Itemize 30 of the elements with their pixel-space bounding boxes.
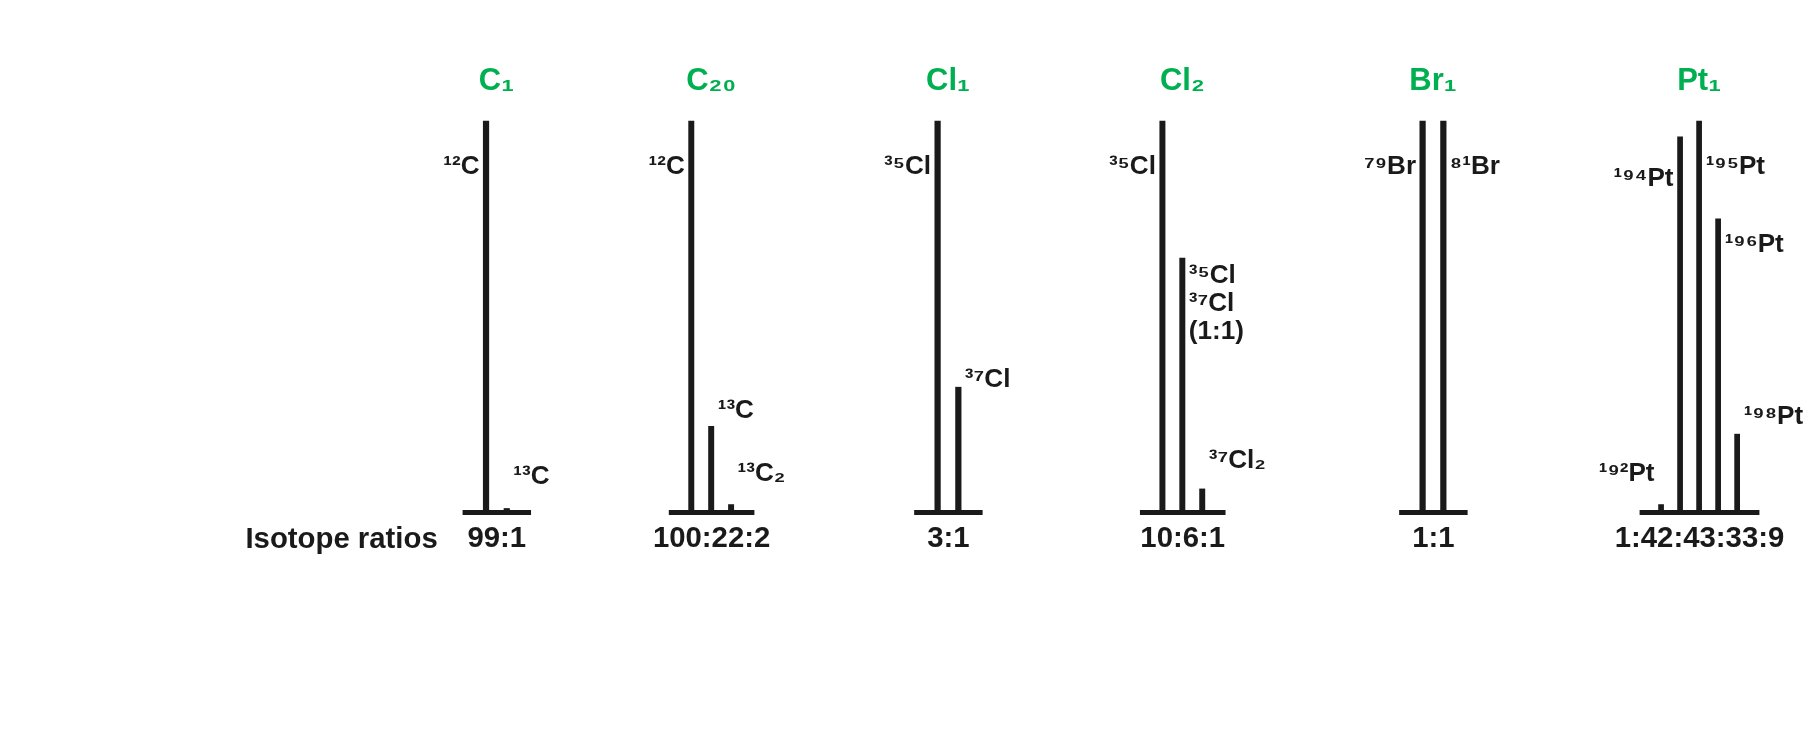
annotation: ¹⁹⁸Pt — [1743, 400, 1804, 431]
annotation: ¹²C — [648, 149, 685, 180]
annotation: ³⁵Cl — [1108, 149, 1156, 180]
annotation: ¹⁹⁵Pt — [1705, 149, 1766, 180]
annotation: ¹³C₂ — [737, 456, 786, 487]
annotation: ⁷⁹Br — [1363, 149, 1417, 180]
chart-title: Pt₁ — [1677, 61, 1721, 97]
x-axis-title: 10:6:1 — [1140, 519, 1226, 553]
chart-title: Cl₁ — [926, 61, 970, 97]
x-axis-title: 99:1 — [467, 519, 527, 553]
x-axis-title: 1:1 — [1412, 519, 1455, 553]
annotation: ¹²C — [443, 149, 480, 180]
chart-title: C₂₀ — [686, 61, 737, 97]
annotation: ¹³C — [717, 393, 755, 424]
x-axis-title: 100:22:2 — [652, 519, 771, 553]
x-axis-title: 1:42:43:33:9 — [1614, 519, 1785, 553]
y-axis-title: Isotope ratios — [245, 520, 438, 554]
annotation: ¹⁹⁴Pt — [1613, 162, 1674, 193]
annotation: ³⁵Cl ³⁷Cl (1:1) — [1188, 259, 1244, 345]
annotation: ³⁷Cl — [964, 362, 1011, 393]
chart-title: Br₁ — [1409, 61, 1457, 97]
annotation: ¹³C — [513, 459, 550, 490]
annotation: ¹⁹⁶Pt — [1724, 228, 1785, 259]
x-axis-title: 3:1 — [927, 519, 970, 553]
chart-title: C₁ — [478, 61, 514, 97]
annotation: ⁸¹Br — [1449, 149, 1500, 180]
annotation: ¹⁹²Pt — [1598, 456, 1655, 487]
chart-title: Cl₂ — [1159, 61, 1205, 97]
annotation: ³⁷Cl₂ — [1208, 444, 1266, 475]
annotation: ³⁵Cl — [884, 149, 932, 180]
